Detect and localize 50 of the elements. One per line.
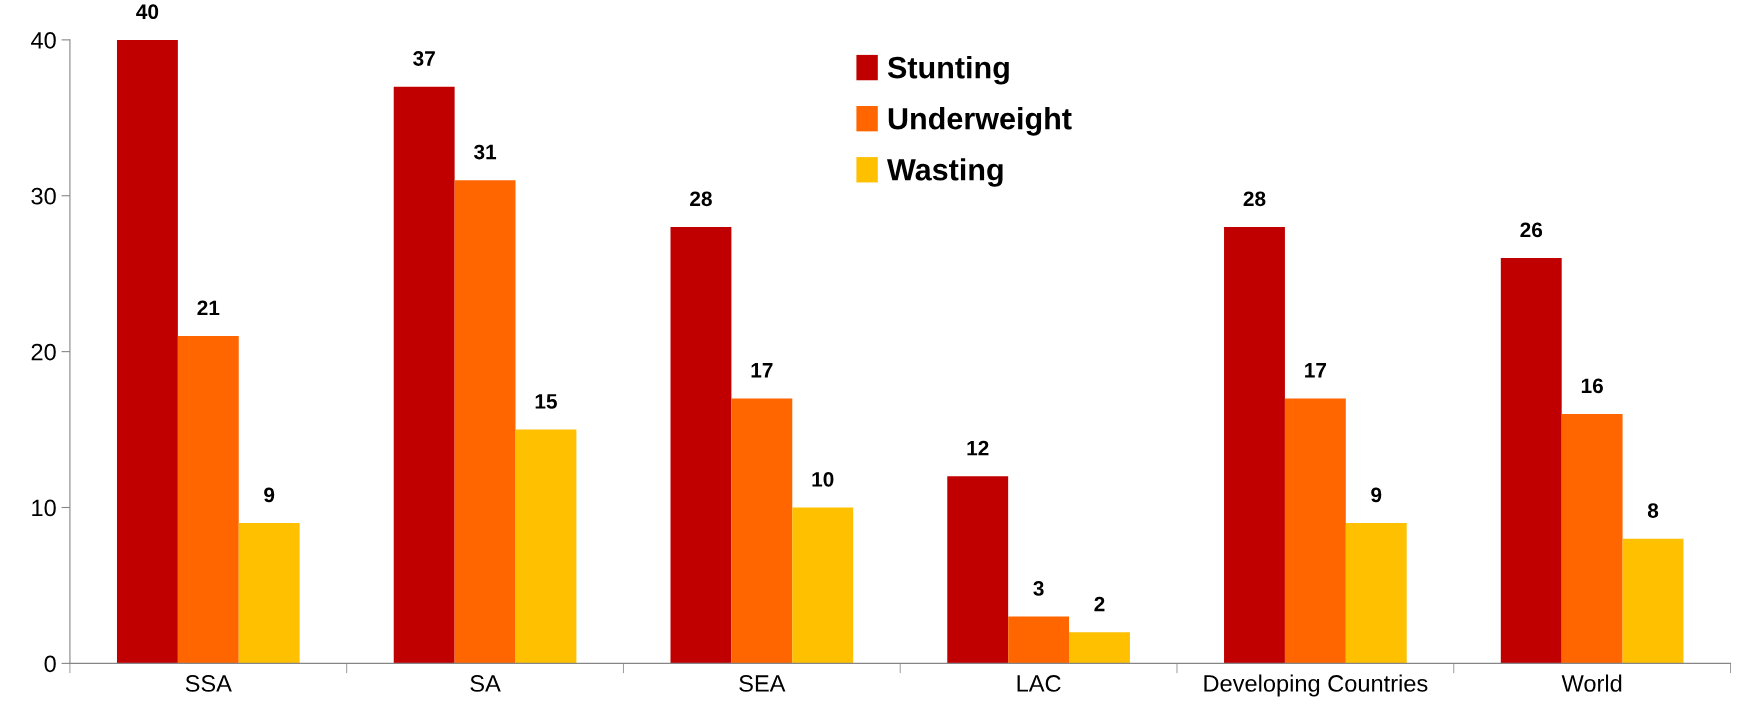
x-tick-label: SEA [739,675,786,692]
bar [1561,413,1623,664]
x-tick-label: Developing Countries [1204,674,1428,697]
bar [1224,226,1285,664]
bar [454,180,516,664]
data-label: 40 [136,4,159,20]
legend-label: Underweight [888,107,1072,136]
data-label: 16 [1581,378,1603,394]
bar [792,507,854,664]
bar [1500,258,1562,664]
x-tick-label: LAC [1017,675,1061,692]
bar [116,39,178,664]
x-tick-label: World [1561,674,1622,692]
legend-label: Stunting [887,55,1009,85]
data-label: 10 [812,471,834,487]
bar [1069,632,1130,664]
data-label: 9 [264,487,275,503]
y-tick-label: 30 [31,187,56,205]
y-tick-label: 40 [31,31,56,49]
data-label: 37 [413,51,435,66]
bar [1284,398,1346,664]
bar [1345,523,1407,664]
bar [670,226,732,664]
data-label: 15 [535,394,557,409]
data-label: 17 [751,363,773,378]
data-label: 28 [1243,191,1266,207]
bar [177,336,239,664]
bar [1008,616,1070,664]
data-label: 9 [1371,487,1382,503]
data-label: 12 [967,440,989,456]
y-tick-label: 0 [44,655,56,673]
x-tick-label: SA [470,675,501,692]
x-tick-label: SSA [185,675,232,692]
y-tick-label: 20 [31,343,56,361]
data-label: 26 [1520,222,1543,238]
data-label: 21 [197,300,220,316]
bar [393,86,455,664]
bar [731,398,793,664]
bar [515,429,577,664]
data-label: 17 [1305,363,1327,378]
data-label: 3 [1033,581,1044,596]
y-tick-label: 10 [32,499,56,517]
data-label: 31 [473,144,497,160]
bar [1622,538,1684,664]
bar [238,523,300,664]
legend-label: Wasting [887,158,1003,187]
data-label: 28 [690,191,712,207]
bar [947,476,1009,664]
data-label: 2 [1094,596,1105,612]
data-label: 8 [1647,503,1659,518]
